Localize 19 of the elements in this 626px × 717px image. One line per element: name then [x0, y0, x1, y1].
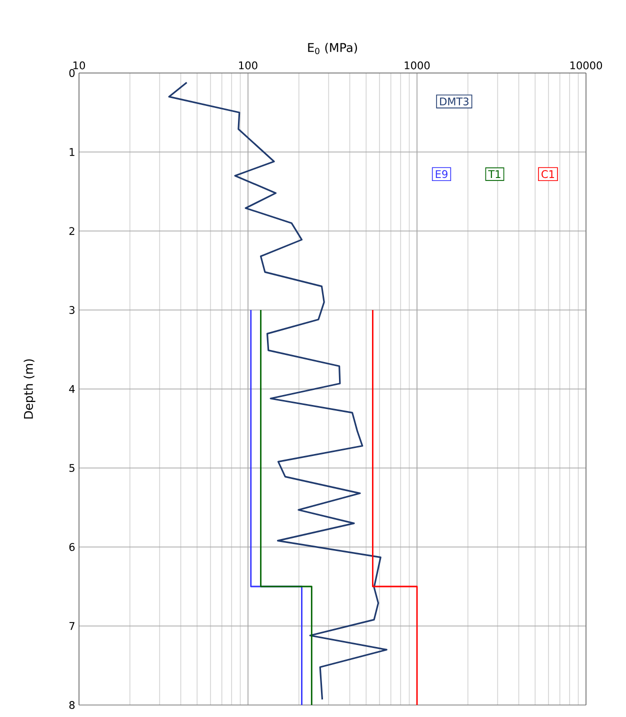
y-tick-label: 5	[69, 464, 74, 472]
y-tick-label: 8	[69, 701, 75, 709]
y-tick-label: 4	[69, 385, 75, 393]
y-axis-title: Depth (m)	[24, 359, 36, 419]
x-tick-label: 1000	[404, 61, 430, 70]
x-tick-label: 100	[239, 61, 258, 70]
y-tick-label: 1	[70, 148, 74, 156]
y-tick-label: 3	[69, 306, 74, 314]
text: C1	[542, 170, 554, 178]
text: T1	[488, 170, 500, 178]
y-tick-label: 2	[69, 227, 74, 235]
x-axis-title: E$_{0}$ (MPa)	[308, 42, 357, 54]
x-tick-label: 10	[73, 61, 85, 70]
x-tick-label: 10000	[570, 61, 602, 70]
y-tick-label: 7	[69, 622, 74, 630]
text: E9	[436, 170, 448, 178]
text: DMT3	[440, 97, 468, 106]
y-tick-label: 0	[69, 69, 75, 77]
y-tick-label: 6	[69, 543, 75, 551]
